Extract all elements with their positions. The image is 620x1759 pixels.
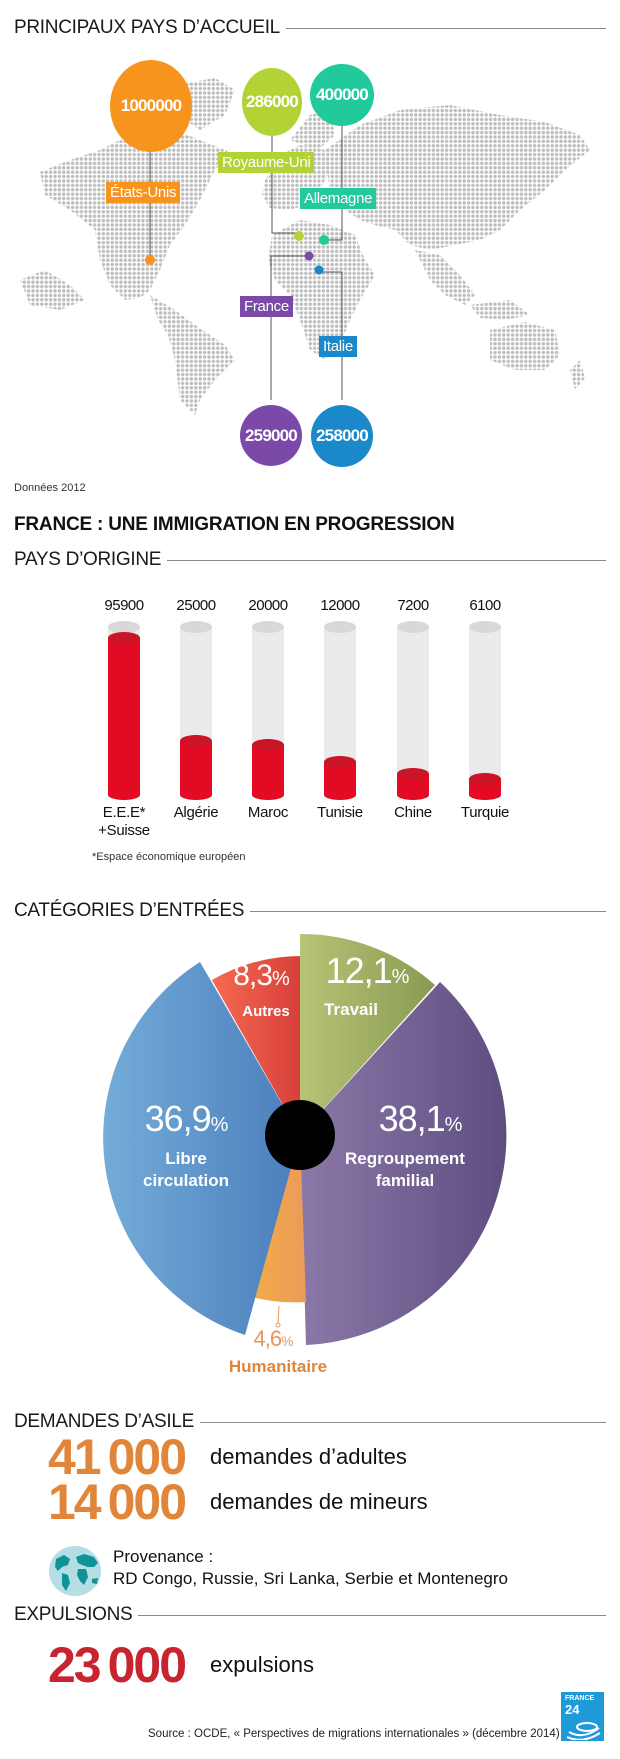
marker-royaume-uni <box>294 231 304 241</box>
section-header-host-countries: PRINCIPAUX PAYS D’ACCUEIL <box>14 16 606 40</box>
bar-value: 6100 <box>469 597 501 614</box>
marker-etats-unis <box>145 255 155 265</box>
divider <box>285 27 606 29</box>
bar-label: Maroc <box>247 804 289 821</box>
pie-pct-autres: 8,3% <box>233 959 290 992</box>
divider <box>199 1421 606 1423</box>
bar-value: 7200 <box>397 597 429 614</box>
section-header-asylum: DEMANDES D’ASILE <box>14 1410 606 1434</box>
pie-label-travail: Travail <box>324 1000 378 1019</box>
asylum-adults-text: demandes d’adultes <box>210 1444 407 1469</box>
section-title: PRINCIPAUX PAYS D’ACCUEIL <box>14 17 280 38</box>
bubble-france: 259000 <box>240 405 302 466</box>
label-italie: Italie <box>319 336 357 357</box>
section-title: DEMANDES D’ASILE <box>14 1411 194 1432</box>
bar-label: E.E.E* +Suisse <box>84 804 164 840</box>
pie-label-libre-circulation: Libre circulation <box>143 1149 229 1190</box>
source-note: Source : OCDE, « Perspectives de migrati… <box>148 1728 560 1740</box>
bar-label: Chine <box>394 804 432 821</box>
pie-pct-regroupement: 38,1% <box>378 1098 463 1139</box>
label-france: France <box>240 296 293 317</box>
asylum-minors-number: 14 000 <box>48 1474 187 1530</box>
expulsions-number: 23 000 <box>48 1637 187 1693</box>
section-header-categories: CATÉGORIES D’ENTRÉES <box>14 899 606 923</box>
categories-pie-chart <box>103 933 507 1345</box>
pie-pct-humanitaire: 4,6% <box>253 1326 293 1351</box>
footnote: *Espace économique européen <box>92 851 246 863</box>
france24-logo: FRANCE 24 <box>561 1692 604 1741</box>
bar-label-line1: E.E.E* <box>102 804 146 821</box>
pie-slice-autres <box>212 956 300 1135</box>
pie-label-humanitaire: Humanitaire <box>228 1357 328 1376</box>
asylum-minors-text: demandes de mineurs <box>210 1489 428 1514</box>
bubble-royaume-uni: 286000 <box>242 68 302 136</box>
pie-slice-libre-circulation <box>103 962 300 1335</box>
divider <box>250 910 606 912</box>
marker-italie <box>314 265 324 275</box>
bubble-allemagne: 400000 <box>310 64 374 126</box>
pie-pct-travail: 12,1% <box>325 950 410 991</box>
provenance-list: RD Congo, Russie, Sri Lanka, Serbie et M… <box>113 1569 508 1588</box>
pie-slice-regroupement <box>300 982 507 1345</box>
bar-value: 12000 <box>320 597 360 614</box>
bar-label: Tunisie <box>317 804 363 821</box>
bubble-italie: 258000 <box>311 405 373 467</box>
bar-label: Turquie <box>460 804 510 821</box>
bar-value: 25000 <box>176 597 216 614</box>
section-title: PAYS D’ORIGINE <box>14 549 162 570</box>
bar-value: 20000 <box>248 597 288 614</box>
divider <box>167 559 606 561</box>
origin-bar-chart <box>108 621 501 800</box>
marker-france <box>304 251 314 261</box>
bar-label: Algérie <box>173 804 219 821</box>
pie-label-autres: Autres <box>242 1003 290 1020</box>
expulsions-text: expulsions <box>210 1652 314 1677</box>
section-title: EXPULSIONS <box>14 1604 133 1625</box>
label-royaume-uni: Royaume-Uni <box>218 152 315 173</box>
provenance-label: Provenance : <box>113 1547 214 1566</box>
pie-slice-travail <box>300 933 435 1135</box>
marker-allemagne <box>319 235 329 245</box>
world-dot-map <box>20 78 590 415</box>
logo-waves-icon <box>566 1722 601 1740</box>
bar-label-line2: +Suisse <box>98 822 150 839</box>
section-header-expulsions: EXPULSIONS <box>14 1603 606 1627</box>
section-header-origin: PAYS D’ORIGINE <box>14 548 606 572</box>
bubble-etats-unis: 1000000 <box>110 60 192 152</box>
globe-icon <box>49 1546 101 1596</box>
pie-pct-libre-circulation: 36,9% <box>144 1098 229 1139</box>
label-allemagne: Allemagne <box>300 188 377 209</box>
pie-slice-humanitaire <box>252 1135 306 1303</box>
pie-label-regroupement: Regroupement familial <box>345 1149 465 1190</box>
bar-value: 95900 <box>104 597 144 614</box>
main-title: FRANCE : UNE IMMIGRATION EN PROGRESSION <box>14 514 455 535</box>
label-etats-unis: États-Unis <box>106 182 181 203</box>
provenance: Provenance : RD Congo, Russie, Sri Lanka… <box>113 1546 508 1590</box>
divider <box>138 1614 606 1616</box>
data-year-note: Données 2012 <box>14 482 86 494</box>
section-title: CATÉGORIES D’ENTRÉES <box>14 900 245 921</box>
asylum-adults-number: 41 000 <box>48 1429 187 1485</box>
pie-center-hole <box>265 1100 335 1170</box>
